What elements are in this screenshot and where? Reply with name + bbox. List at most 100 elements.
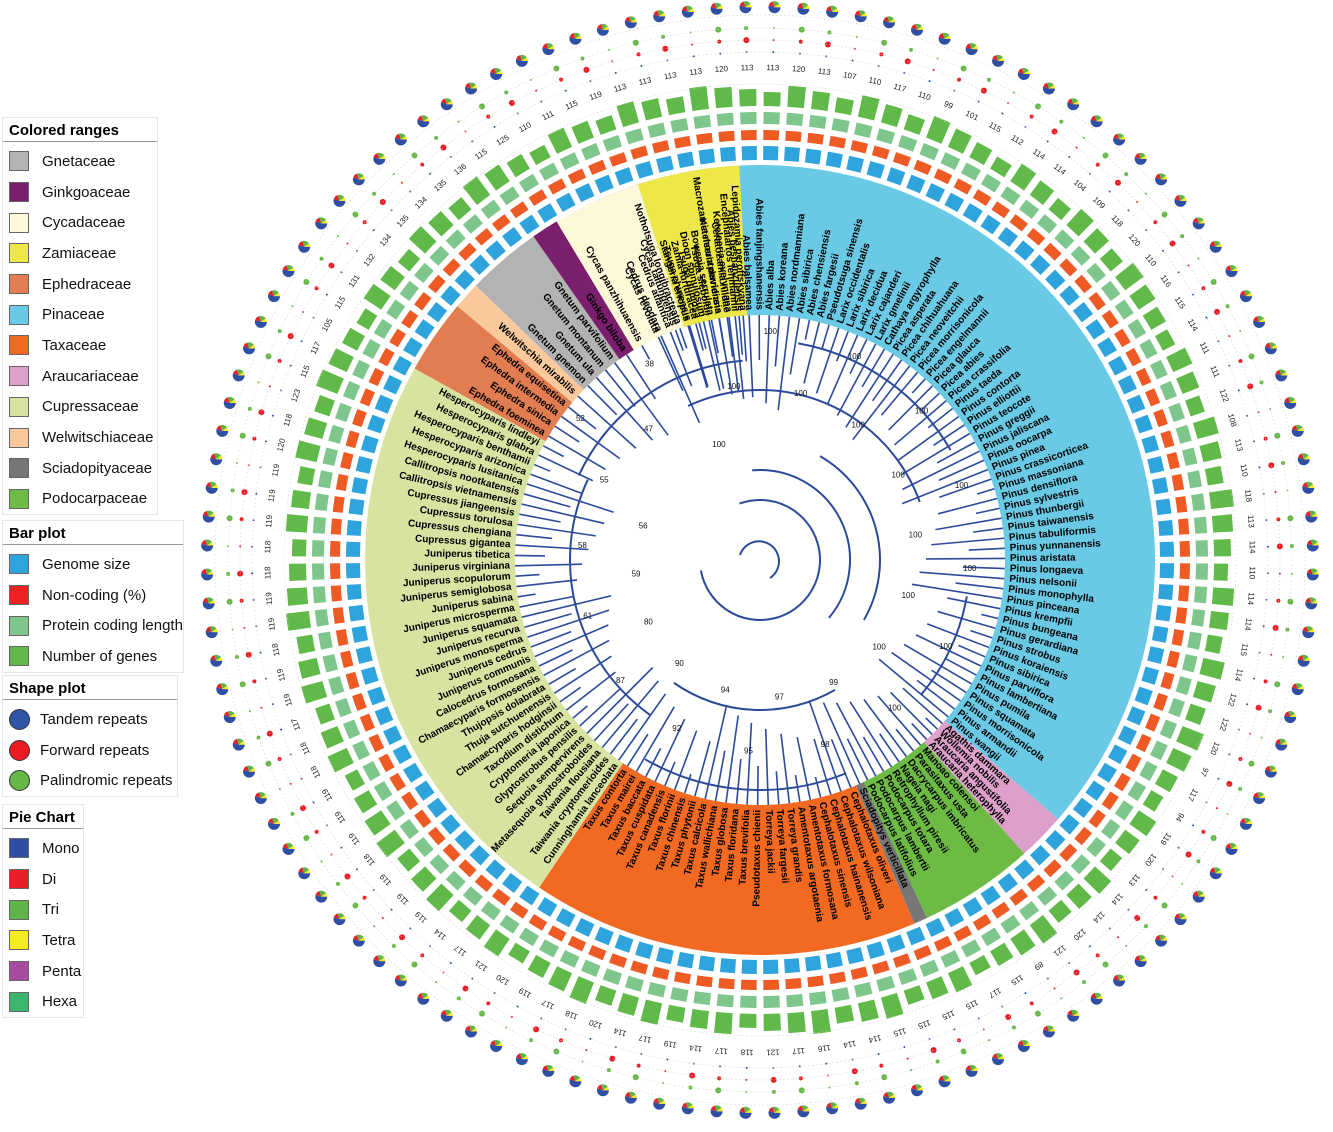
- pie-slice: [210, 453, 217, 460]
- bar-mark: [716, 112, 734, 127]
- branch: [826, 334, 859, 405]
- bar-mark: [897, 968, 918, 985]
- pie-slice: [214, 453, 222, 460]
- pie-slice: [421, 115, 429, 122]
- pie-slice: [992, 1053, 999, 1060]
- bar-mark: [763, 959, 779, 974]
- bar-mark: [1010, 929, 1036, 956]
- bar-mark: [1208, 611, 1230, 631]
- pie-slice: [216, 657, 223, 661]
- shape-mark: [1162, 249, 1165, 252]
- branch: [586, 667, 654, 735]
- pie-slice: [201, 568, 208, 575]
- pie-slice: [1298, 453, 1304, 460]
- bar-mark: [368, 367, 385, 387]
- bar-mark: [617, 992, 640, 1016]
- bar-mark: [1129, 810, 1157, 837]
- branch-root: [739, 540, 780, 579]
- bar-mark: [926, 116, 951, 144]
- branch: [939, 478, 992, 499]
- bar-mark: [969, 954, 991, 976]
- bar-mark: [807, 132, 824, 145]
- pie-slice: [1067, 1013, 1080, 1022]
- bar-mark: [314, 493, 329, 512]
- bar-mark: [442, 258, 461, 277]
- pie-slice: [826, 9, 839, 18]
- bar-mark: [1147, 455, 1165, 474]
- branch: [936, 441, 976, 464]
- branch: [714, 750, 726, 802]
- pie-slice: [205, 630, 218, 639]
- bar-mark: [469, 845, 491, 866]
- shape-mark: [798, 1065, 801, 1068]
- branch: [975, 507, 1000, 515]
- pie-slice: [229, 713, 236, 718]
- bar-mark: [1066, 208, 1094, 237]
- bar-mark: [314, 608, 329, 627]
- pie-slice: [887, 16, 894, 23]
- pie-slice: [573, 1075, 581, 1082]
- shape-mark: [662, 45, 669, 52]
- pie-slice: [1306, 572, 1319, 581]
- bar-mark: [886, 167, 906, 186]
- branch: [519, 595, 574, 608]
- pie-slice: [1018, 68, 1024, 75]
- legend-swatch: [9, 151, 29, 172]
- pie-slice: [222, 685, 229, 690]
- pie-slice: [883, 1095, 896, 1104]
- pie-slice: [417, 996, 430, 1005]
- bar-mark: [374, 394, 394, 414]
- pie-slice: [1213, 867, 1221, 874]
- pie-slice: [268, 294, 281, 303]
- bar-mark: [1160, 430, 1175, 449]
- pie-slice: [333, 913, 340, 920]
- bar-mark: [1117, 725, 1137, 746]
- branch: [789, 318, 801, 375]
- shape-mark: [879, 1063, 884, 1068]
- legend-label: Forward repeats: [40, 741, 150, 759]
- ring-number: 113: [817, 67, 831, 78]
- ring-number: 117: [289, 716, 302, 732]
- shape-mark: [904, 58, 911, 65]
- clade-range-cupressaceae: [364, 368, 623, 888]
- pie-slice: [1307, 539, 1313, 546]
- bar-mark: [286, 611, 312, 631]
- bar-mark: [330, 540, 341, 557]
- pie-slice: [209, 626, 217, 633]
- bar-mark: [492, 888, 511, 906]
- pie-slice: [288, 845, 295, 849]
- bar-mark: [1182, 653, 1198, 673]
- bar-mark: [1159, 381, 1177, 401]
- pie-slice: [1113, 133, 1120, 140]
- shape-mark: [1238, 359, 1243, 364]
- ring-number: 131: [347, 273, 362, 290]
- ring-number: 132: [362, 252, 378, 269]
- bar-mark: [1175, 496, 1188, 513]
- shape-mark: [666, 1058, 669, 1061]
- bar-mark: [1099, 248, 1123, 272]
- shape-mark: [245, 651, 252, 658]
- bar-mark: [401, 309, 419, 329]
- pie-slice: [942, 32, 950, 39]
- pie-slice: [224, 711, 230, 718]
- pie-slice: [298, 871, 311, 880]
- branch: [981, 613, 999, 620]
- bar-mark: [448, 899, 472, 923]
- ring-number: 118: [563, 1008, 579, 1021]
- pie-slice: [772, 1, 780, 8]
- branch: [530, 630, 572, 648]
- branch: [935, 517, 1002, 531]
- ring-number: 116: [1158, 273, 1173, 289]
- bar-mark: [340, 650, 354, 669]
- shape-mark: [1268, 462, 1275, 469]
- bar-mark: [312, 516, 327, 534]
- bar-mark: [440, 285, 461, 306]
- shape-mark: [1262, 625, 1265, 628]
- pie-slice: [247, 342, 254, 349]
- pie-slice: [630, 1094, 637, 1098]
- pie-slice: [883, 16, 890, 23]
- pie-slice: [996, 1053, 1003, 1060]
- branch: [734, 316, 745, 399]
- branch: [553, 655, 612, 694]
- ring-number: 110: [917, 89, 933, 102]
